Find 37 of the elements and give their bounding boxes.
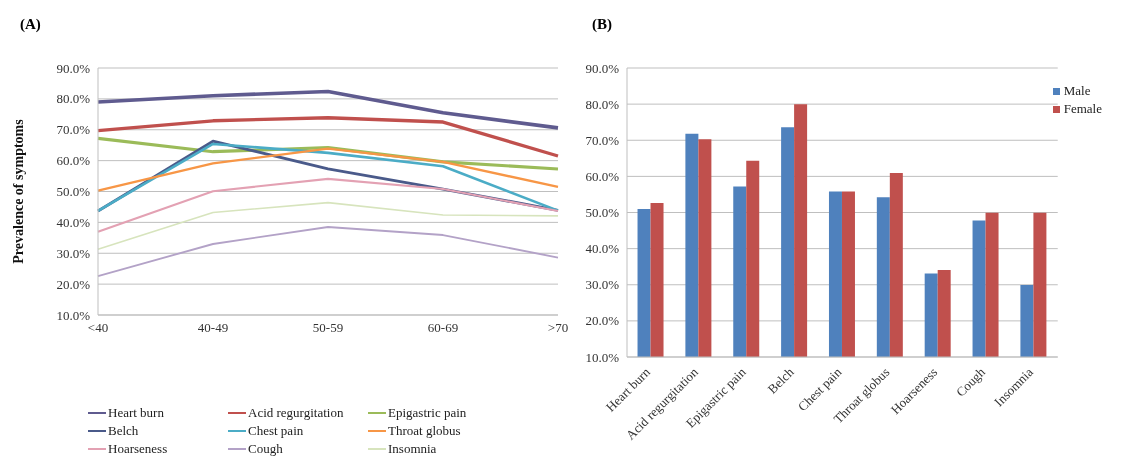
y-tick-label: 60.0%: [585, 168, 620, 184]
chart-title: (A): [20, 16, 41, 33]
legend-label: Cough: [248, 441, 283, 457]
y-tick-label: 90.0%: [56, 60, 91, 76]
y-tick-label: 80.0%: [585, 96, 620, 112]
y-tick-label: 10.0%: [585, 349, 620, 365]
x-tick-label: >70: [547, 320, 569, 336]
y-tick-label: 70.0%: [585, 132, 620, 148]
x-tick-label: 60-69: [427, 320, 459, 336]
y-tick-label: 80.0%: [56, 91, 91, 107]
x-tick-label: 50-59: [312, 320, 344, 336]
line-series: [96, 147, 560, 192]
legend-label: Female: [1063, 101, 1102, 117]
y-tick-label: 50.0%: [585, 205, 620, 221]
line-series: [97, 226, 559, 278]
x-tick-label: <40: [87, 320, 109, 336]
y-tick-label: 10.0%: [56, 307, 91, 323]
line-series: [96, 116, 560, 158]
y-tick-label: 40.0%: [585, 241, 620, 257]
y-tick-label: 60.0%: [56, 153, 91, 169]
legend-label: Hoarseness: [108, 441, 168, 457]
y-tick-label: 20.0%: [585, 313, 620, 329]
line-series: [96, 177, 560, 233]
y-tick-label: 40.0%: [56, 214, 91, 230]
y-tick-label: 20.0%: [56, 276, 91, 292]
x-tick-label: 40-49: [197, 320, 229, 336]
legend-label: Insomnia: [388, 441, 437, 457]
y-tick-label: 30.0%: [56, 245, 91, 261]
line-series: [97, 201, 559, 251]
chart-title: (B): [592, 16, 612, 33]
y-axis-title: Prevalence of symptoms: [10, 118, 26, 264]
legend-label: Male: [1063, 83, 1091, 99]
y-tick-label: 90.0%: [585, 60, 620, 76]
y-tick-label: 30.0%: [585, 277, 620, 293]
line-series: [96, 89, 560, 130]
y-tick-label: 50.0%: [56, 184, 91, 200]
y-tick-label: 70.0%: [56, 122, 91, 138]
